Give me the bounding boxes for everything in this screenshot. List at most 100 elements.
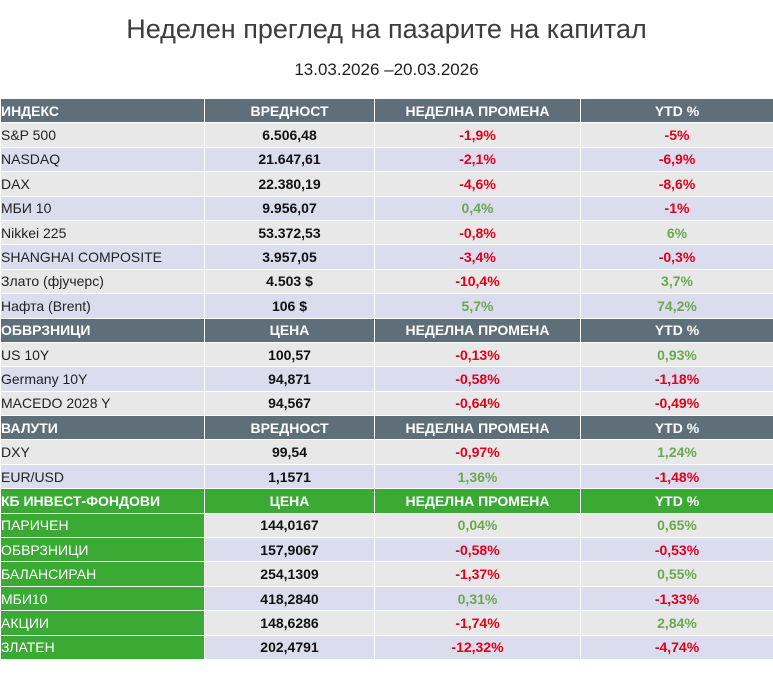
weekly-change: -0,13%	[374, 341, 581, 368]
instrument-value: 3.957,05	[204, 244, 375, 270]
ytd-change: -1,48%	[580, 463, 773, 490]
ytd-change: -6,9%	[580, 146, 773, 173]
table-row: Злато (фјучерс) 4.503 $ -10,4% 3,7%	[0, 268, 773, 295]
table-row: US 10Y 100,57 -0,13% 0,93%	[0, 341, 773, 368]
ytd-change: 0,55%	[580, 561, 773, 587]
instrument-value: 100,57	[204, 341, 375, 368]
table-row: DAX 22.380,19 -4,6% -8,6%	[0, 171, 773, 197]
instrument-value: 94,567	[204, 390, 375, 417]
instrument-name: МБИ 10	[0, 195, 205, 221]
weekly-change: -0,58%	[374, 366, 581, 392]
table-row: MACEDO 2028 Y 94,567 -0,64% -0,49%	[0, 390, 773, 417]
ytd-change: 6%	[580, 219, 773, 246]
weekly-change: 0,4%	[374, 195, 581, 221]
market-overview-table: ИНДЕКС ВРЕДНОСТ НЕДЕЛНА ПРОМЕНА YTD % S&P 50…	[0, 97, 773, 660]
column-header: ЦЕНА	[204, 317, 375, 343]
instrument-name: ЗЛАТЕН	[0, 634, 205, 660]
weekly-change: -2,1%	[374, 146, 581, 173]
weekly-change: -12,32%	[374, 634, 581, 660]
weekly-change: -0,64%	[374, 390, 581, 417]
ytd-change: 1,24%	[580, 439, 773, 465]
ytd-change: -1%	[580, 195, 773, 221]
instrument-name: ОБВРЗНИЦИ	[0, 537, 205, 563]
weekly-change: -1,9%	[374, 122, 581, 148]
instrument-name: МБИ10	[0, 585, 205, 612]
ytd-change: -1,33%	[580, 585, 773, 612]
column-header: НЕДЕЛНА ПРОМЕНА	[374, 97, 581, 124]
instrument-value: 53.372,53	[204, 219, 375, 246]
table-row: АКЦИИ 148,6286 -1,74% 2,84%	[0, 610, 773, 636]
table-row: SHANGHAI COMPOSITE 3.957,05 -3,4% -0,3%	[0, 244, 773, 270]
table-row: S&P 500 6.506,48 -1,9% -5%	[0, 122, 773, 148]
column-header: НЕДЕЛНА ПРОМЕНА	[374, 488, 581, 514]
instrument-name: ПАРИЧЕН	[0, 512, 205, 539]
instrument-name: DAX	[0, 171, 205, 197]
instrument-value: 418,2840	[204, 585, 375, 612]
column-header: НЕДЕЛНА ПРОМЕНА	[374, 317, 581, 343]
table-row: Germany 10Y 94,871 -0,58% -1,18%	[0, 366, 773, 392]
column-header: YTD %	[580, 97, 773, 124]
section-header-row: ИНДЕКС ВРЕДНОСТ НЕДЕЛНА ПРОМЕНА YTD %	[0, 97, 773, 124]
table-row: МБИ 10 9.956,07 0,4% -1%	[0, 195, 773, 221]
column-header: ВРЕДНОСТ	[204, 97, 375, 124]
table-row: БАЛАНСИРАН 254,1309 -1,37% 0,55%	[0, 561, 773, 587]
instrument-value: 144,0167	[204, 512, 375, 539]
column-header: YTD %	[580, 317, 773, 343]
instrument-name: US 10Y	[0, 341, 205, 368]
ytd-change: 0,65%	[580, 512, 773, 539]
weekly-change: -0,8%	[374, 219, 581, 246]
instrument-value: 157,9067	[204, 537, 375, 563]
instrument-name: DXY	[0, 439, 205, 465]
ytd-change: -0,49%	[580, 390, 773, 417]
weekly-change: -1,74%	[374, 610, 581, 636]
weekly-change: -3,4%	[374, 244, 581, 270]
ytd-change: 3,7%	[580, 268, 773, 295]
column-header: ОБВРЗНИЦИ	[0, 317, 205, 343]
weekly-change: 0,04%	[374, 512, 581, 539]
column-header: КБ ИНВЕСТ-ФОНДОВИ	[0, 488, 205, 514]
ytd-change: -0,53%	[580, 537, 773, 563]
table-row: DXY 99,54 -0,97% 1,24%	[0, 439, 773, 465]
weekly-change: -1,37%	[374, 561, 581, 587]
weekly-change: 0,31%	[374, 585, 581, 612]
instrument-value: 6.506,48	[204, 122, 375, 148]
instrument-name: MACEDO 2028 Y	[0, 390, 205, 417]
column-header: ЦЕНА	[204, 488, 375, 514]
instrument-value: 9.956,07	[204, 195, 375, 221]
instrument-name: NASDAQ	[0, 146, 205, 173]
section-header-row: КБ ИНВЕСТ-ФОНДОВИ ЦЕНА НЕДЕЛНА ПРОМЕНА YTD …	[0, 488, 773, 514]
ytd-change: -1,18%	[580, 366, 773, 392]
instrument-name: SHANGHAI COMPOSITE	[0, 244, 205, 270]
weekly-change: -10,4%	[374, 268, 581, 295]
column-header: НЕДЕЛНА ПРОМЕНА	[374, 415, 581, 441]
market-overview-table-body: ИНДЕКС ВРЕДНОСТ НЕДЕЛНА ПРОМЕНА YTD % S&P 50…	[0, 97, 773, 660]
instrument-value: 202,4791	[204, 634, 375, 660]
column-header: YTD %	[580, 488, 773, 514]
instrument-value: 106 $	[204, 293, 375, 319]
ytd-change: -4,74%	[580, 634, 773, 660]
table-row: МБИ10 418,2840 0,31% -1,33%	[0, 585, 773, 612]
report-date-range: 13.03.2026 –20.03.2026	[294, 60, 479, 79]
weekly-change: 1,36%	[374, 463, 581, 490]
ytd-change: -5%	[580, 122, 773, 148]
column-header: ИНДЕКС	[0, 97, 205, 124]
instrument-value: 148,6286	[204, 610, 375, 636]
instrument-name: Germany 10Y	[0, 366, 205, 392]
instrument-name: Nikkei 225	[0, 219, 205, 246]
column-header: ВАЛУТИ	[0, 415, 205, 441]
table-row: EUR/USD 1,1571 1,36% -1,48%	[0, 463, 773, 490]
ytd-change: 0,93%	[580, 341, 773, 368]
table-row: ЗЛАТЕН 202,4791 -12,32% -4,74%	[0, 634, 773, 660]
section-header-row: ВАЛУТИ ВРЕДНОСТ НЕДЕЛНА ПРОМЕНА YTD %	[0, 415, 773, 441]
weekly-change: -0,58%	[374, 537, 581, 563]
ytd-change: -8,6%	[580, 171, 773, 197]
instrument-name: БАЛАНСИРАН	[0, 561, 205, 587]
table-row: Nikkei 225 53.372,53 -0,8% 6%	[0, 219, 773, 246]
instrument-value: 22.380,19	[204, 171, 375, 197]
weekly-change: -4,6%	[374, 171, 581, 197]
table-row: ПАРИЧЕН 144,0167 0,04% 0,65%	[0, 512, 773, 539]
instrument-name: Злато (фјучерс)	[0, 268, 205, 295]
instrument-value: 94,871	[204, 366, 375, 392]
instrument-value: 254,1309	[204, 561, 375, 587]
table-row: NASDAQ 21.647,61 -2,1% -6,9%	[0, 146, 773, 173]
